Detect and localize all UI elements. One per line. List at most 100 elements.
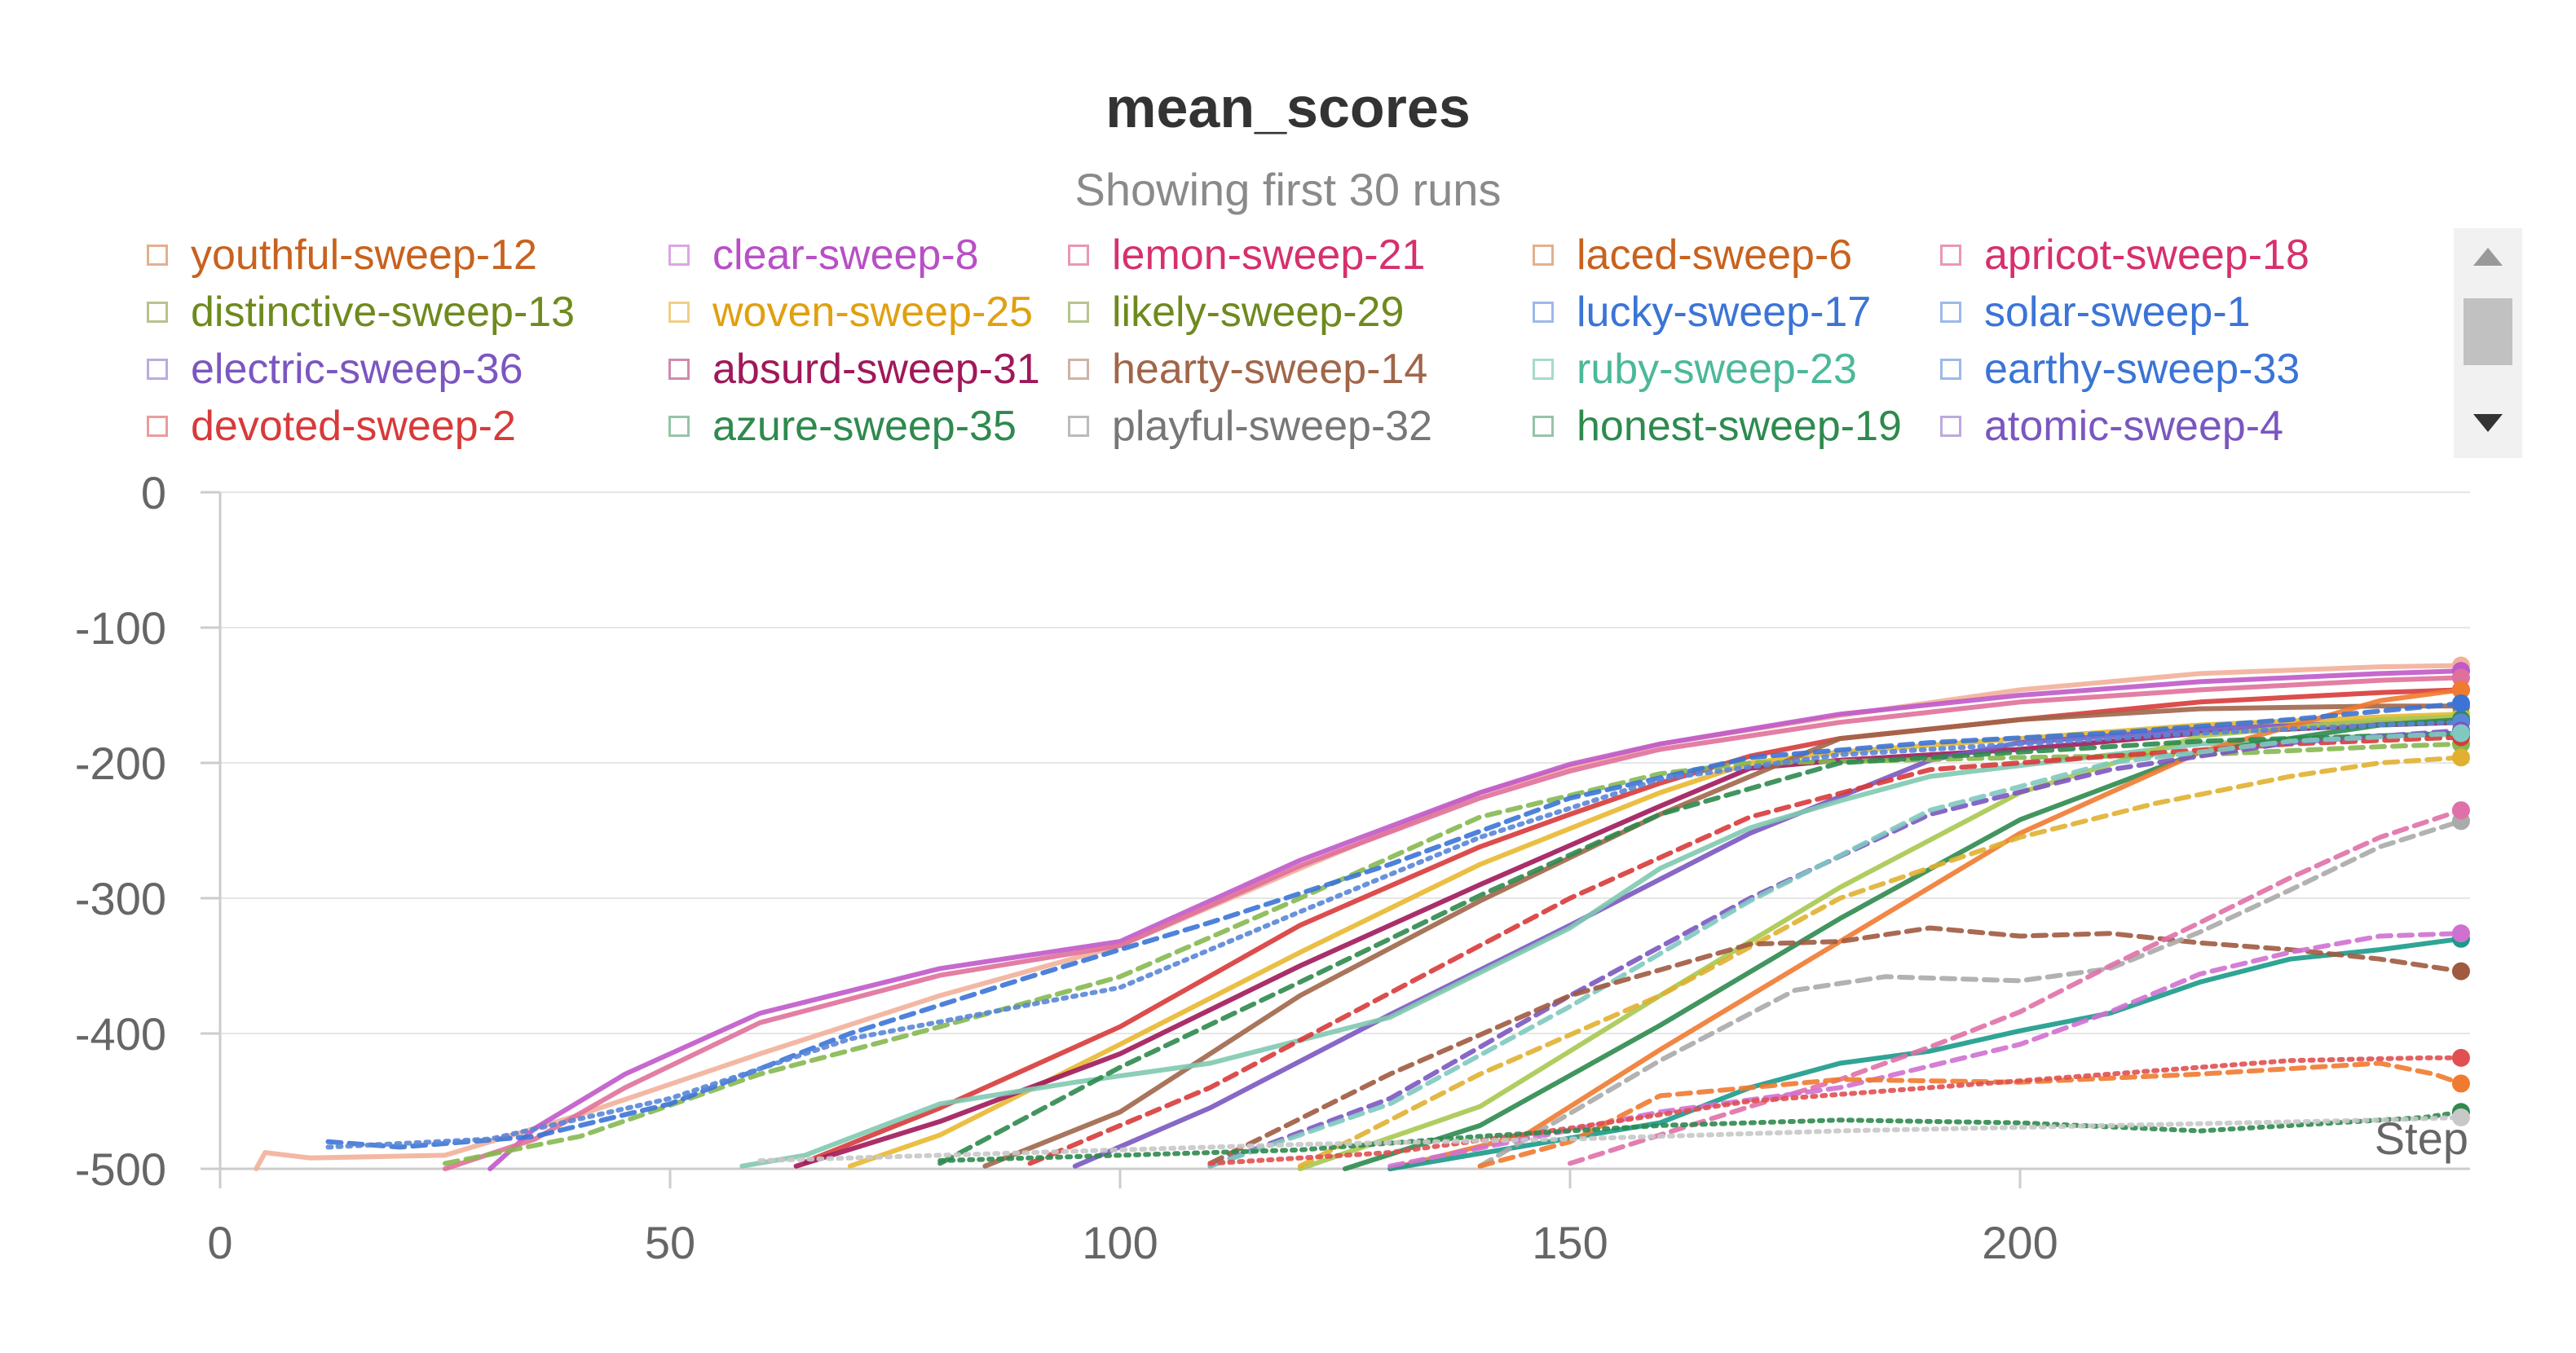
legend-label: lemon-sweep-21 xyxy=(1112,231,1426,279)
legend-swatch-icon xyxy=(147,416,168,437)
series-line-19 xyxy=(1207,730,2464,1169)
legend-item[interactable]: lemon-sweep-21 xyxy=(1068,227,1425,284)
legend-item[interactable]: laced-sweep-6 xyxy=(1533,227,1852,284)
legend-item[interactable]: absurd-sweep-31 xyxy=(668,341,1040,398)
chart-title: mean_scores xyxy=(1105,76,1471,139)
legend-swatch-icon xyxy=(1940,302,1961,323)
legend-item[interactable]: earthy-sweep-33 xyxy=(1940,341,2300,398)
legend-label: likely-sweep-29 xyxy=(1112,289,1405,336)
legend-label: earthy-sweep-33 xyxy=(1984,346,2300,393)
legend-swatch-icon xyxy=(1940,245,1961,266)
legend-swatch-icon xyxy=(1068,416,1089,437)
legend-item[interactable]: apricot-sweep-18 xyxy=(1940,227,2309,284)
series-endpoint-11 xyxy=(2451,681,2470,699)
series-line-25 xyxy=(1477,1060,2464,1169)
series-endpoint-23 xyxy=(2451,801,2470,820)
legend-label: solar-sweep-1 xyxy=(1984,289,2251,336)
series-line-8 xyxy=(739,732,2464,1169)
legend-scrollbar[interactable] xyxy=(2454,228,2522,458)
y-tick-label: -200 xyxy=(75,738,166,789)
legend-swatch-icon xyxy=(1068,302,1089,323)
series-endpoints xyxy=(2451,656,2470,1126)
series-line-15 xyxy=(325,720,2464,1150)
series-line-23 xyxy=(1568,808,2464,1166)
legend-item[interactable]: lucky-sweep-17 xyxy=(1533,284,1871,341)
legend-swatch-icon xyxy=(1940,416,1961,437)
legend-item[interactable]: devoted-sweep-2 xyxy=(147,398,516,455)
legend: youthful-sweep-12 clear-sweep-8 lemon-swee… xyxy=(147,227,2397,456)
legend-label: clear-sweep-8 xyxy=(712,231,979,279)
x-tick-label: 0 xyxy=(207,1217,232,1268)
series-line-6 xyxy=(982,703,2464,1169)
legend-label: honest-sweep-19 xyxy=(1577,403,1902,450)
x-tick-label: 150 xyxy=(1532,1217,1608,1268)
legend-label: apricot-sweep-18 xyxy=(1984,231,2309,279)
chart-subtitle: Showing first 30 runs xyxy=(1074,164,1502,215)
legend-swatch-icon xyxy=(1068,359,1089,380)
legend-swatch-icon xyxy=(668,359,690,380)
legend-item[interactable]: electric-sweep-36 xyxy=(147,341,523,398)
legend-swatch-icon xyxy=(668,245,690,266)
series-line-20 xyxy=(1297,755,2464,1169)
scroll-up-arrow-icon[interactable] xyxy=(2473,248,2503,266)
legend-item[interactable]: honest-sweep-19 xyxy=(1533,398,1902,455)
series-line-1 xyxy=(487,668,2464,1171)
series-line-12 xyxy=(1387,936,2464,1171)
legend-swatch-icon xyxy=(1533,302,1554,323)
legend-item[interactable]: ruby-sweep-23 xyxy=(1533,341,1857,398)
scroll-thumb[interactable] xyxy=(2464,298,2512,365)
series-lines xyxy=(254,663,2464,1171)
legend-item[interactable]: azure-sweep-35 xyxy=(668,398,1017,455)
legend-item[interactable]: woven-sweep-25 xyxy=(668,284,1033,341)
series-line-16 xyxy=(937,730,2464,1166)
y-tick-label: 0 xyxy=(141,467,166,518)
series-line-9 xyxy=(1297,714,2464,1171)
legend-label: lucky-sweep-17 xyxy=(1577,289,1872,336)
legend-label: electric-sweep-36 xyxy=(191,346,523,393)
legend-swatch-icon xyxy=(668,302,690,323)
legend-item[interactable]: hearty-sweep-14 xyxy=(1068,341,1427,398)
y-tick-label: -500 xyxy=(75,1144,166,1195)
series-line-24 xyxy=(1387,931,2464,1169)
legend-swatch-icon xyxy=(1068,245,1089,266)
legend-item[interactable]: youthful-sweep-12 xyxy=(147,227,537,284)
y-tick-label: -300 xyxy=(75,873,166,924)
legend-swatch-icon xyxy=(1533,416,1554,437)
legend-swatch-icon xyxy=(1533,245,1554,266)
legend-label: azure-sweep-35 xyxy=(712,403,1017,450)
legend-item[interactable]: atomic-sweep-4 xyxy=(1940,398,2283,455)
series-line-26 xyxy=(1207,1055,2464,1166)
scroll-down-arrow-icon[interactable] xyxy=(2473,414,2503,432)
legend-label: laced-sweep-6 xyxy=(1577,231,1853,279)
series-endpoint-26 xyxy=(2451,1048,2470,1067)
series-endpoint-28 xyxy=(2451,1108,2470,1126)
legend-label: hearty-sweep-14 xyxy=(1112,346,1428,393)
legend-item[interactable]: distinctive-sweep-13 xyxy=(147,284,575,341)
x-tick-label: 100 xyxy=(1082,1217,1158,1268)
legend-item[interactable]: likely-sweep-29 xyxy=(1068,284,1404,341)
axes: 0 -100 -200 -300 -400 -500 0 50 100 150 200 xyxy=(75,467,2470,1268)
legend-label: absurd-sweep-31 xyxy=(712,346,1040,393)
series-line-0 xyxy=(254,663,2464,1171)
legend-item[interactable]: solar-sweep-1 xyxy=(1940,284,2251,341)
legend-label: devoted-sweep-2 xyxy=(191,403,516,450)
legend-swatch-icon xyxy=(1533,359,1554,380)
series-line-11 xyxy=(1387,687,2464,1171)
legend-item[interactable]: clear-sweep-8 xyxy=(668,227,979,284)
legend-label: woven-sweep-25 xyxy=(712,289,1034,336)
series-line-3 xyxy=(802,687,2464,1165)
series-endpoint-20 xyxy=(2451,748,2470,767)
series-line-21 xyxy=(1207,925,2464,1166)
legend-swatch-icon xyxy=(147,245,168,266)
legend-item[interactable]: playful-sweep-32 xyxy=(1068,398,1432,455)
x-axis-title: Step xyxy=(2375,1113,2468,1164)
grid xyxy=(220,491,2470,1170)
series-line-2 xyxy=(443,675,2464,1171)
series-endpoint-21 xyxy=(2451,962,2470,981)
legend-swatch-icon xyxy=(668,416,690,437)
legend-swatch-icon xyxy=(147,359,168,380)
y-tick-label: -400 xyxy=(75,1008,166,1060)
y-tick-label: -100 xyxy=(75,602,166,654)
series-line-22 xyxy=(1477,818,2464,1169)
